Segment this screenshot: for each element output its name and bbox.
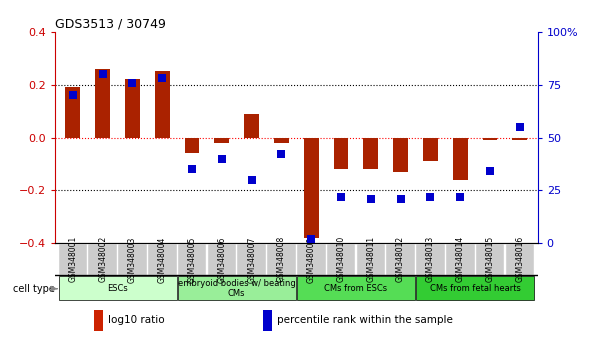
Bar bbox=[476, 244, 504, 275]
Text: GSM348016: GSM348016 bbox=[515, 236, 524, 282]
Point bbox=[68, 92, 78, 98]
Bar bbox=[244, 114, 259, 137]
Bar bbox=[274, 137, 289, 143]
Bar bbox=[267, 244, 296, 275]
Bar bbox=[185, 137, 200, 153]
Bar bbox=[155, 72, 170, 137]
Point bbox=[396, 196, 406, 202]
Point bbox=[306, 236, 316, 242]
Point bbox=[455, 194, 465, 200]
Point bbox=[247, 177, 257, 183]
Text: GSM348008: GSM348008 bbox=[277, 236, 286, 282]
Text: GDS3513 / 30749: GDS3513 / 30749 bbox=[55, 18, 166, 31]
Text: GSM348015: GSM348015 bbox=[486, 236, 494, 282]
Bar bbox=[364, 137, 378, 169]
Point bbox=[485, 169, 495, 174]
Point bbox=[336, 194, 346, 200]
Bar bbox=[416, 244, 445, 275]
Text: log10 ratio: log10 ratio bbox=[108, 315, 165, 325]
Text: GSM348009: GSM348009 bbox=[307, 236, 316, 282]
Text: CMs from fetal hearts: CMs from fetal hearts bbox=[430, 284, 521, 293]
Bar bbox=[357, 244, 385, 275]
Bar bbox=[446, 244, 475, 275]
Point bbox=[277, 152, 287, 157]
Point bbox=[187, 166, 197, 172]
Text: ESCs: ESCs bbox=[107, 284, 128, 293]
Text: CMs from ESCs: CMs from ESCs bbox=[324, 284, 387, 293]
Point bbox=[425, 194, 435, 200]
Text: GSM348014: GSM348014 bbox=[456, 236, 465, 282]
Bar bbox=[59, 244, 87, 275]
Bar bbox=[453, 137, 467, 180]
Bar bbox=[118, 244, 147, 275]
Text: embryoid bodies w/ beating
CMs: embryoid bodies w/ beating CMs bbox=[178, 279, 296, 298]
Text: percentile rank within the sample: percentile rank within the sample bbox=[277, 315, 453, 325]
Bar bbox=[263, 310, 273, 331]
Bar bbox=[93, 310, 103, 331]
Point bbox=[98, 71, 108, 77]
Bar bbox=[89, 244, 117, 275]
Text: GSM348010: GSM348010 bbox=[337, 236, 346, 282]
Bar bbox=[393, 137, 408, 172]
Text: GSM348013: GSM348013 bbox=[426, 236, 435, 282]
Text: GSM348012: GSM348012 bbox=[396, 236, 405, 282]
Bar bbox=[304, 137, 319, 238]
Point bbox=[158, 75, 167, 81]
Bar bbox=[327, 244, 356, 275]
Bar bbox=[125, 79, 140, 137]
Point bbox=[515, 124, 525, 130]
Text: GSM348004: GSM348004 bbox=[158, 236, 167, 282]
Bar bbox=[297, 244, 326, 275]
Bar bbox=[334, 137, 348, 169]
Bar bbox=[208, 244, 236, 275]
Text: GSM348006: GSM348006 bbox=[218, 236, 226, 282]
Bar bbox=[95, 69, 110, 137]
Text: GSM348005: GSM348005 bbox=[188, 236, 197, 282]
Bar bbox=[483, 137, 497, 140]
Bar bbox=[423, 137, 438, 161]
Bar bbox=[214, 137, 229, 143]
Text: GSM348003: GSM348003 bbox=[128, 236, 137, 282]
Bar bbox=[65, 87, 80, 137]
Bar bbox=[297, 276, 415, 300]
Point bbox=[217, 156, 227, 161]
Text: GSM348002: GSM348002 bbox=[98, 236, 107, 282]
Point bbox=[128, 80, 137, 85]
Bar bbox=[386, 244, 415, 275]
Bar bbox=[59, 276, 177, 300]
Text: cell type: cell type bbox=[12, 284, 54, 294]
Text: GSM348001: GSM348001 bbox=[68, 236, 78, 282]
Bar bbox=[416, 276, 534, 300]
Bar bbox=[505, 244, 534, 275]
Text: GSM348007: GSM348007 bbox=[247, 236, 256, 282]
Bar bbox=[178, 244, 207, 275]
Bar bbox=[513, 137, 527, 140]
Bar bbox=[237, 244, 266, 275]
Point bbox=[366, 196, 376, 202]
Bar bbox=[178, 276, 296, 300]
Bar bbox=[148, 244, 177, 275]
Text: GSM348011: GSM348011 bbox=[367, 236, 375, 282]
